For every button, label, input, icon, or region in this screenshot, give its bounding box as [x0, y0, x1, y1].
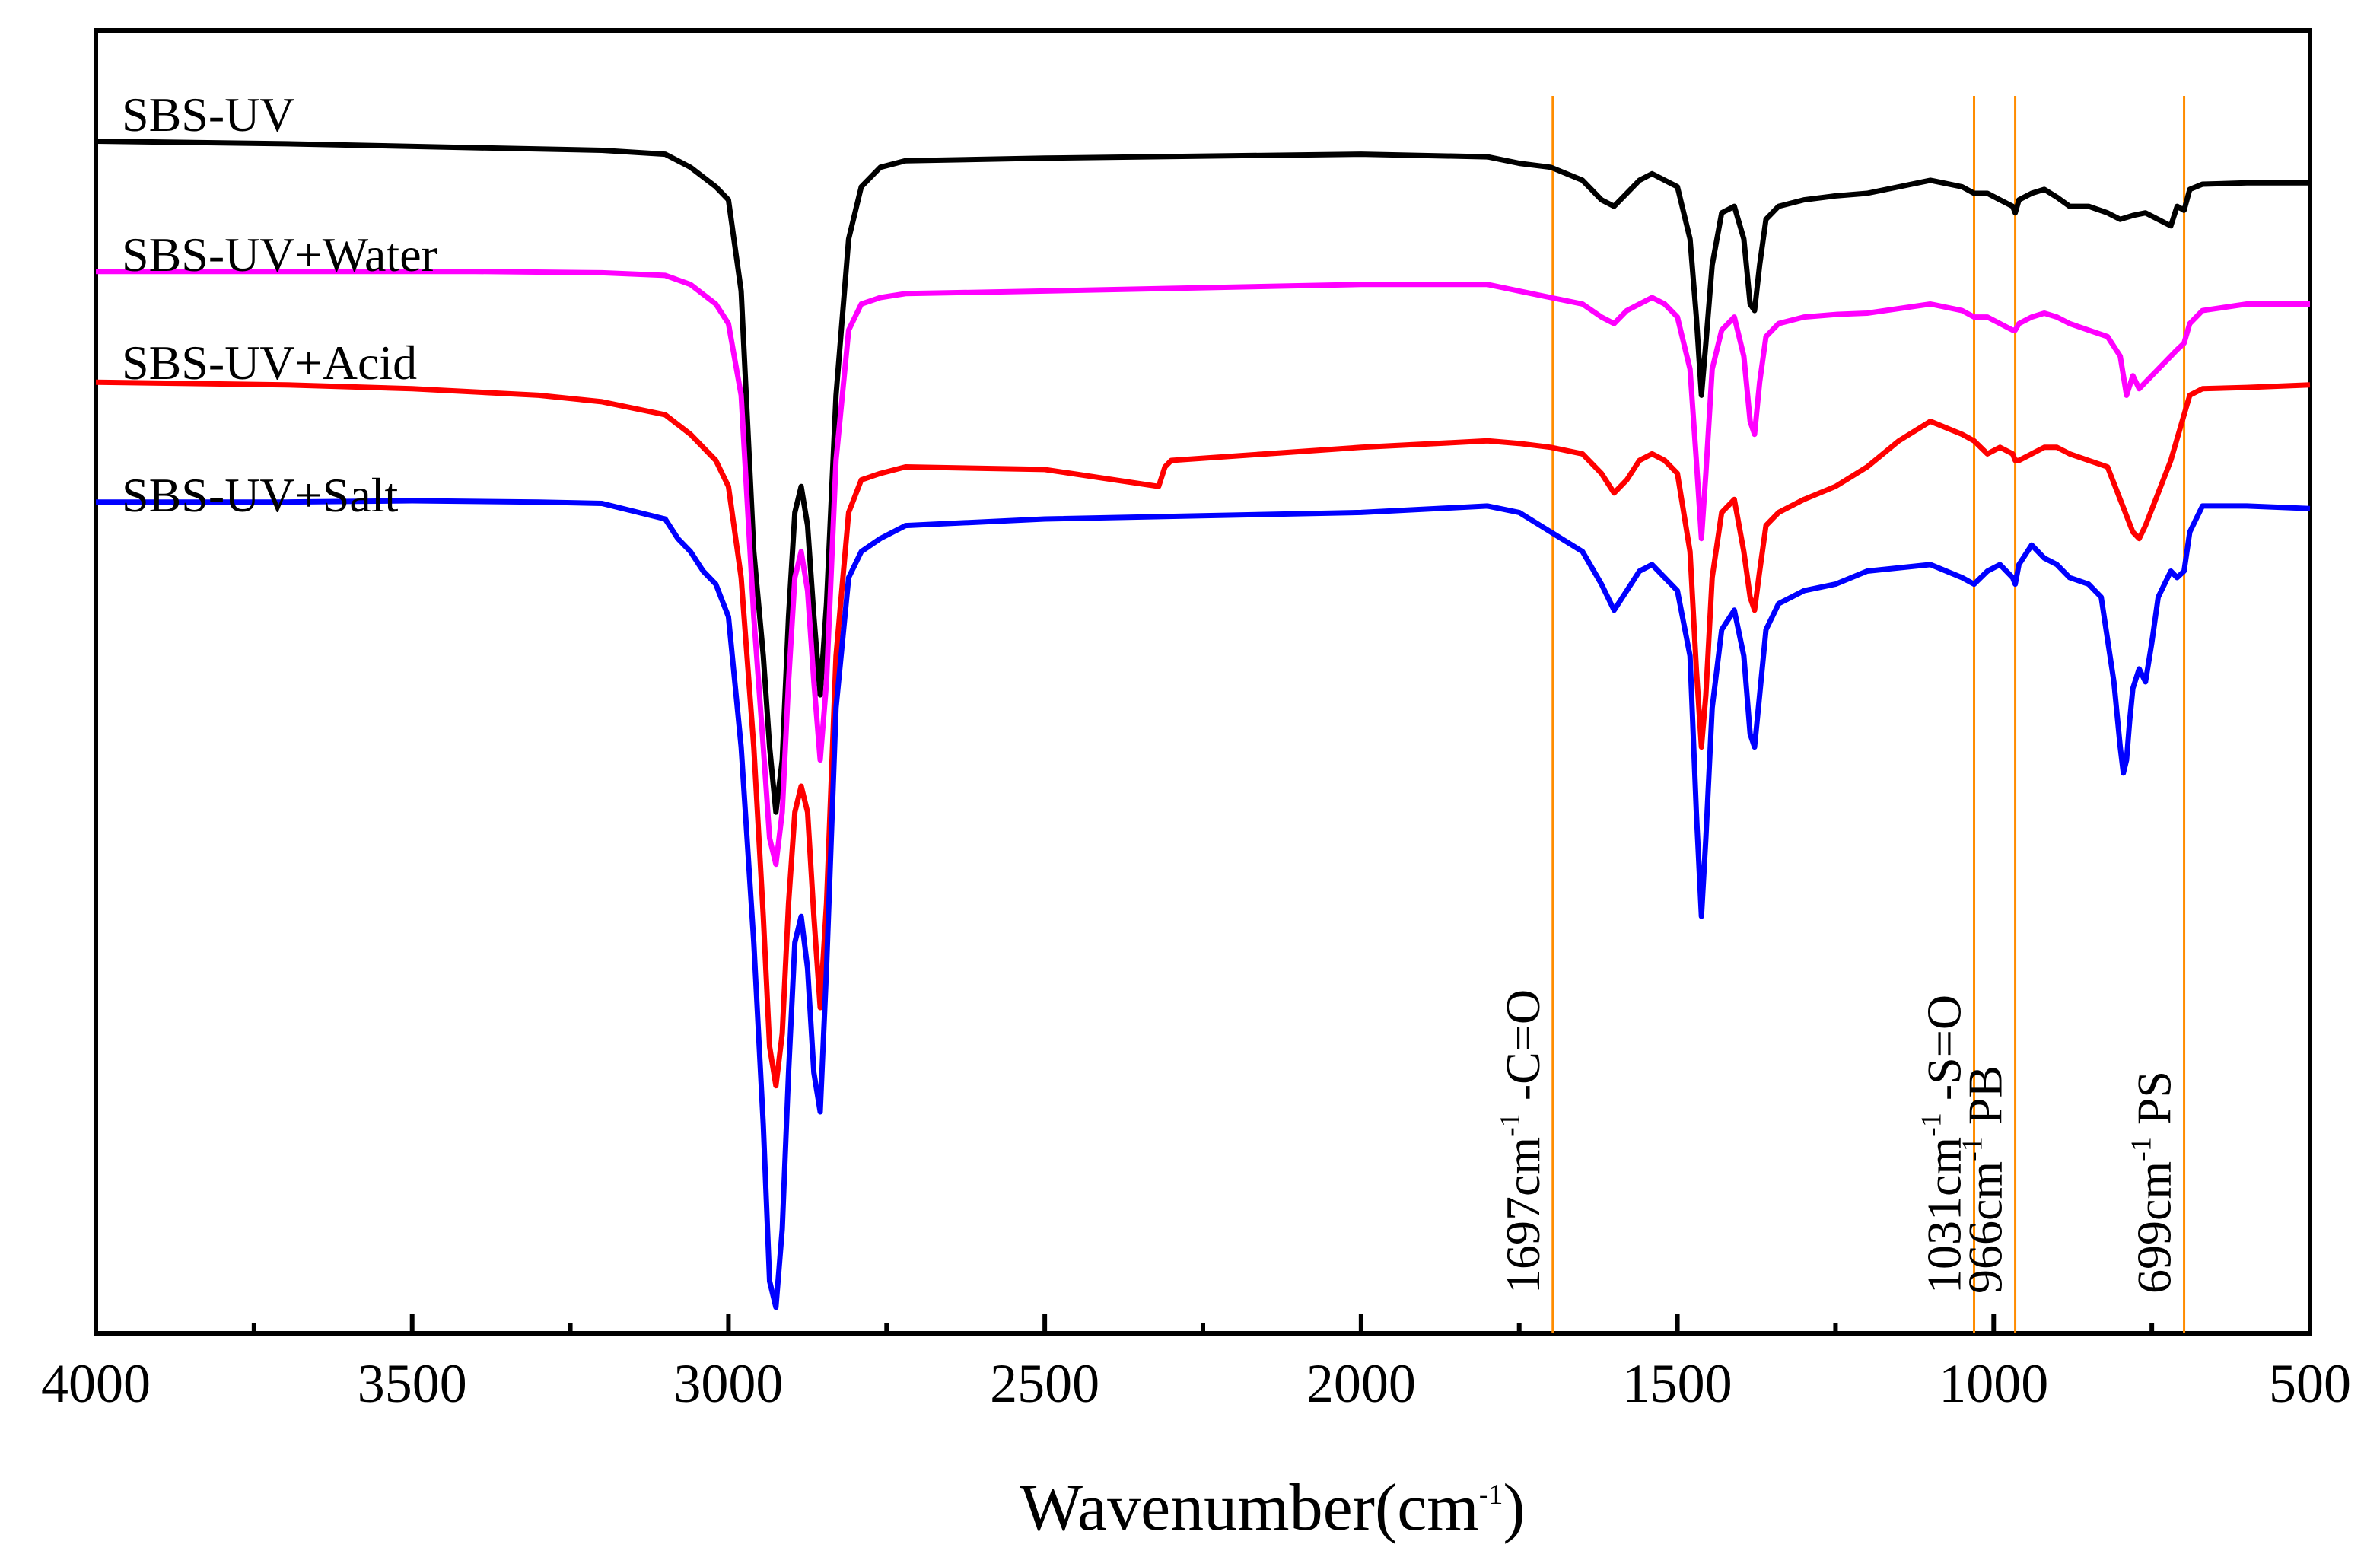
- annotation-label-0: 1697cm-1 -C=O: [1494, 989, 1550, 1294]
- x-tick-label-2: 3000: [673, 1353, 783, 1414]
- annotation-label-3: 699cm-1 PS: [2126, 1071, 2181, 1294]
- annotation-label-2: 966cm-1 PB: [1957, 1065, 2013, 1294]
- series-line-2: [95, 379, 2311, 1089]
- x-tick-label-0: 4000: [41, 1353, 151, 1414]
- x-tick-label-5: 1500: [1623, 1353, 1732, 1414]
- annotation-label-1: 1031cm-1 -S=O: [1916, 995, 1971, 1294]
- series-line-1: [96, 269, 2310, 868]
- series-label-sbs-uv-acid: SBS-UV+Acid: [122, 336, 417, 390]
- x-tick-label-7: 500: [2269, 1353, 2351, 1414]
- x-tick-label-4: 2000: [1306, 1353, 1416, 1414]
- x-axis-title: Wavenumber(cm-1): [1020, 1471, 1526, 1545]
- series-label-sbs-uv-salt: SBS-UV+Salt: [122, 468, 399, 522]
- series-label-sbs-uv: SBS-UV: [122, 88, 295, 142]
- x-tick-label-1: 3500: [358, 1353, 467, 1414]
- series-label-sbs-uv-water: SBS-UV+Water: [122, 228, 438, 282]
- x-tick-label-3: 2500: [990, 1353, 1099, 1414]
- x-tick-label-6: 1000: [1939, 1353, 2048, 1414]
- series-line-3: [96, 498, 2311, 1310]
